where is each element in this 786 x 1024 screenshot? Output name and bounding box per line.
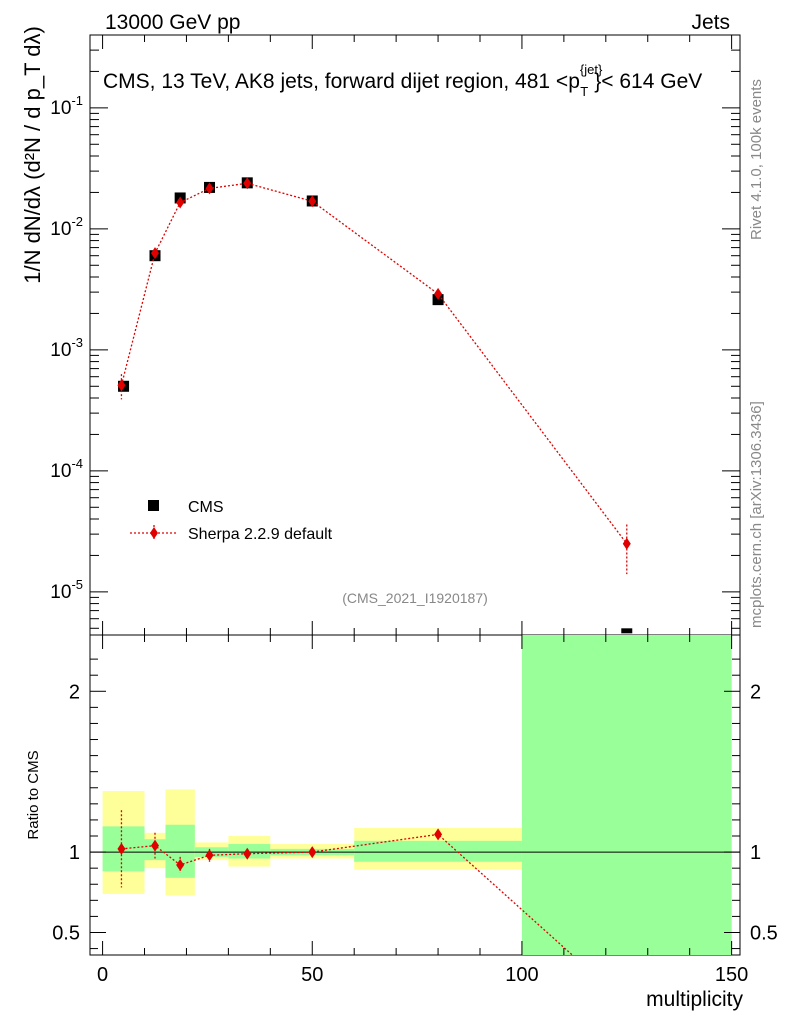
- ratio-sherpa-point: [308, 846, 317, 859]
- ratio-band-inner: [354, 840, 522, 862]
- sherpa-point: [243, 177, 252, 190]
- svg-text:mcplots.cern.ch [arXiv:1306.34: mcplots.cern.ch [arXiv:1306.3436]: [748, 401, 765, 628]
- ratio-sherpa-point: [243, 847, 252, 860]
- rivet-label: Rivet 4.1.0, 100k events: [748, 79, 765, 240]
- ratio-sherpa-line: [121, 833, 573, 956]
- mcplots-label: mcplots.cern.ch [arXiv:1306.3436]: [748, 401, 765, 628]
- svg-text:CMS, 13 TeV, AK8 jets, forward: CMS, 13 TeV, AK8 jets, forward dijet reg…: [103, 62, 702, 99]
- ratio-sherpa-point: [176, 858, 185, 871]
- ratio-band-inner: [521, 635, 732, 955]
- header-right: Jets: [691, 11, 730, 34]
- x-tick-label: 100: [505, 964, 538, 986]
- main-y-label: 1/N dN/dλ (d²N / d p_T dλ): [20, 26, 45, 284]
- x-tick-label: 0: [97, 964, 108, 986]
- ratio-y-tick-label: 1: [69, 842, 80, 864]
- sherpa-point: [176, 196, 185, 209]
- main-y-tick-label: 10-1: [50, 93, 83, 119]
- ratio-y-tick-label-right: 1: [750, 842, 761, 864]
- sherpa-point: [622, 537, 631, 550]
- legend-cms-marker: [148, 500, 159, 511]
- legend: CMS Sherpa 2.2.9 default: [130, 499, 333, 543]
- analysis-id: (CMS_2021_I1920187): [342, 590, 488, 606]
- ratio-y-label: Ratio to CMS: [25, 750, 42, 839]
- cms-point: [621, 628, 633, 634]
- x-axis-label: multiplicity: [646, 988, 743, 1011]
- ratio-y-tick-label: 0.5: [52, 922, 80, 944]
- main-y-tick-label: 10-2: [50, 214, 83, 240]
- svg-text:Ratio to CMS: Ratio to CMS: [25, 750, 42, 839]
- ratio-y-tick-label: 2: [69, 681, 80, 703]
- main-y-tick-label: 10-4: [50, 456, 83, 482]
- legend-cms-label: CMS: [188, 499, 224, 516]
- sherpa-point: [151, 247, 159, 260]
- sherpa-point: [434, 287, 443, 300]
- sherpa-line: [120, 182, 628, 545]
- sherpa-point: [308, 195, 317, 208]
- main-frame: [89, 34, 741, 636]
- sherpa-point: [205, 182, 214, 195]
- ratio-y-tick-label-right: 0.5: [750, 922, 778, 944]
- legend-sherpa-label: Sherpa 2.2.9 default: [188, 526, 333, 543]
- svg-text:1/N dN/dλ (d²N / d p_T dλ): 1/N dN/dλ (d²N / d p_T dλ): [20, 26, 45, 284]
- ratio-sherpa-point: [205, 849, 214, 862]
- ratio-y-tick-label-right: 2: [750, 681, 761, 703]
- main-y-tick-label: 10-3: [50, 335, 83, 361]
- ratio-sherpa-point: [434, 828, 443, 841]
- sherpa-point: [117, 379, 126, 392]
- header-left: 13000 GeV pp: [105, 11, 240, 34]
- main-y-tick-label: 10-5: [50, 577, 83, 603]
- x-tick-label: 150: [715, 964, 748, 986]
- ratio-sherpa-point: [117, 842, 126, 855]
- ratio-frame: [89, 634, 741, 956]
- ratio-sherpa-point: [151, 839, 159, 852]
- svg-text:Rivet 4.1.0, 100k events: Rivet 4.1.0, 100k events: [748, 79, 765, 240]
- x-tick-label: 50: [301, 964, 323, 986]
- main-title: CMS, 13 TeV, AK8 jets, forward dijet reg…: [103, 62, 702, 99]
- legend-sherpa-marker: [150, 527, 158, 539]
